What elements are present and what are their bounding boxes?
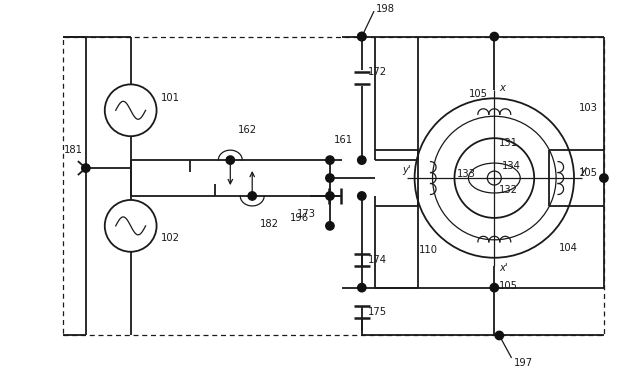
- Text: x': x': [499, 263, 508, 273]
- Circle shape: [326, 192, 334, 200]
- Text: 101: 101: [160, 93, 180, 103]
- Text: 174: 174: [368, 255, 387, 265]
- Text: y: y: [580, 165, 586, 175]
- Circle shape: [358, 192, 366, 200]
- Circle shape: [81, 164, 90, 172]
- Circle shape: [248, 192, 256, 200]
- Text: 197: 197: [514, 358, 534, 368]
- Text: 133: 133: [457, 169, 475, 179]
- Circle shape: [495, 331, 503, 340]
- Text: 132: 132: [499, 185, 518, 195]
- Text: 104: 104: [559, 243, 578, 253]
- Text: 181: 181: [64, 145, 83, 155]
- Text: 172: 172: [368, 67, 387, 77]
- Text: x: x: [499, 84, 505, 93]
- Text: 103: 103: [579, 103, 598, 113]
- Text: 105: 105: [468, 89, 488, 99]
- Circle shape: [358, 33, 366, 41]
- Text: 105: 105: [499, 280, 518, 291]
- Text: 134: 134: [503, 161, 521, 171]
- Circle shape: [226, 156, 234, 164]
- Text: 110: 110: [419, 245, 438, 255]
- Text: 161: 161: [334, 135, 353, 145]
- Circle shape: [600, 174, 608, 182]
- Text: 196: 196: [290, 213, 309, 223]
- Circle shape: [326, 156, 334, 164]
- Circle shape: [326, 174, 334, 182]
- Text: 198: 198: [376, 4, 395, 14]
- Circle shape: [490, 284, 498, 292]
- Text: 182: 182: [260, 219, 279, 229]
- Circle shape: [358, 156, 366, 164]
- Circle shape: [326, 222, 334, 230]
- Text: 175: 175: [368, 307, 387, 316]
- Circle shape: [358, 284, 366, 292]
- Text: 173: 173: [297, 209, 316, 219]
- Text: 102: 102: [160, 233, 180, 243]
- Circle shape: [358, 33, 366, 41]
- Circle shape: [490, 33, 498, 41]
- Text: 162: 162: [238, 125, 258, 135]
- Text: 105: 105: [579, 168, 598, 178]
- Text: y': y': [402, 165, 411, 175]
- Text: 131: 131: [499, 138, 518, 148]
